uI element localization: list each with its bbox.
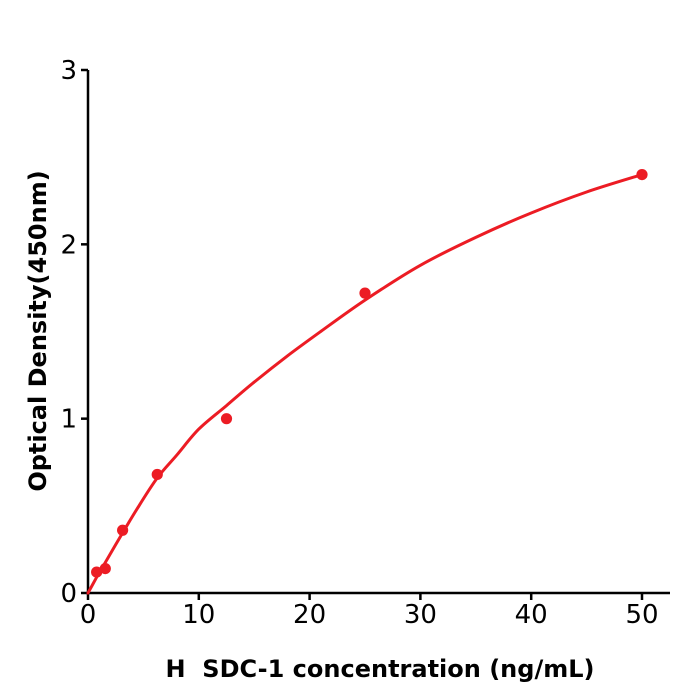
- y-tick-label: 1: [60, 405, 77, 435]
- data-point: [220, 413, 233, 425]
- fit-curve: [86, 173, 644, 595]
- y-tick-label: 2: [60, 230, 77, 260]
- x-axis-title: H SDC-1 concentration (ng/mL): [166, 655, 595, 683]
- data-point: [99, 562, 111, 575]
- data-point: [151, 468, 163, 481]
- data-point: [91, 566, 103, 578]
- axes-layer: 0 10 20 30 40 50 0 1 2 3: [60, 56, 670, 630]
- x-tick-label: 50: [625, 600, 658, 630]
- data-point: [636, 169, 648, 181]
- x-tick-label: 10: [182, 600, 215, 630]
- data-point: [359, 287, 371, 299]
- data-point: [117, 524, 129, 536]
- series-layer: [86, 169, 648, 595]
- x-tick-label: 40: [515, 600, 548, 630]
- x-tick-label: 20: [293, 600, 326, 630]
- y-axis-title: Optical Density(450nm): [24, 170, 52, 491]
- y-tick-label: 3: [60, 56, 77, 86]
- y-tick-label: 0: [60, 579, 77, 609]
- x-tick-label: 30: [404, 600, 437, 630]
- x-tick-label: 0: [80, 600, 97, 630]
